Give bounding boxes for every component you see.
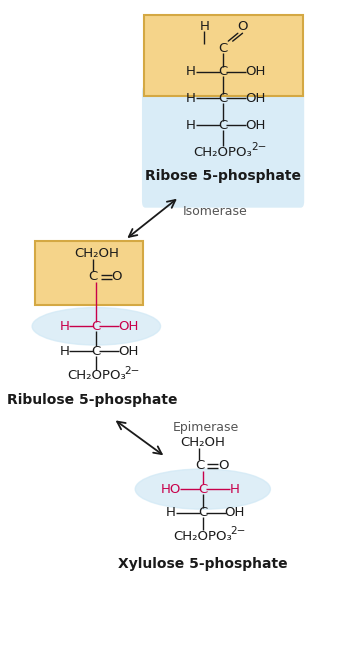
Text: C: C (92, 320, 101, 333)
Text: H: H (199, 20, 210, 34)
Text: OH: OH (245, 119, 265, 132)
Text: OH: OH (118, 320, 139, 333)
Text: 2−: 2− (231, 526, 246, 535)
Text: H: H (186, 65, 196, 78)
FancyBboxPatch shape (35, 241, 143, 305)
Text: OH: OH (245, 92, 265, 105)
Text: OH: OH (118, 344, 139, 358)
Text: 2−: 2− (251, 142, 266, 151)
Text: O: O (237, 20, 248, 34)
Text: H: H (186, 119, 196, 132)
Text: Ribulose 5-phosphate: Ribulose 5-phosphate (7, 393, 177, 407)
Text: C: C (218, 92, 228, 105)
Ellipse shape (32, 308, 161, 345)
Text: CH₂OH: CH₂OH (74, 247, 119, 260)
Text: HO: HO (161, 482, 181, 496)
Text: O: O (111, 270, 122, 283)
Text: H: H (230, 482, 240, 496)
Text: Xylulose 5-phosphate: Xylulose 5-phosphate (118, 557, 288, 571)
Ellipse shape (135, 469, 270, 509)
Text: H: H (59, 344, 69, 358)
Text: CH₂OH: CH₂OH (180, 436, 225, 449)
Text: Isomerase: Isomerase (182, 204, 247, 218)
Text: C: C (88, 270, 98, 283)
Text: OH: OH (225, 506, 245, 519)
FancyBboxPatch shape (144, 15, 303, 96)
Text: C: C (218, 42, 228, 55)
Text: Epimerase: Epimerase (173, 421, 239, 434)
FancyBboxPatch shape (142, 86, 304, 208)
Text: H: H (166, 506, 176, 519)
Text: C: C (92, 344, 101, 358)
Text: OH: OH (245, 65, 265, 78)
Text: C: C (218, 65, 228, 78)
Text: CH₂OPO₃: CH₂OPO₃ (194, 145, 252, 159)
Text: H: H (186, 92, 196, 105)
Text: CH₂OPO₃: CH₂OPO₃ (173, 529, 232, 543)
Text: O: O (218, 459, 228, 472)
Text: CH₂OPO₃: CH₂OPO₃ (67, 369, 126, 383)
Text: Ribose 5-phosphate: Ribose 5-phosphate (145, 169, 301, 182)
Text: 2−: 2− (124, 366, 139, 375)
Text: C: C (198, 506, 208, 519)
Text: C: C (198, 482, 208, 496)
Text: C: C (195, 459, 204, 472)
Text: H: H (59, 320, 69, 333)
Text: C: C (218, 119, 228, 132)
